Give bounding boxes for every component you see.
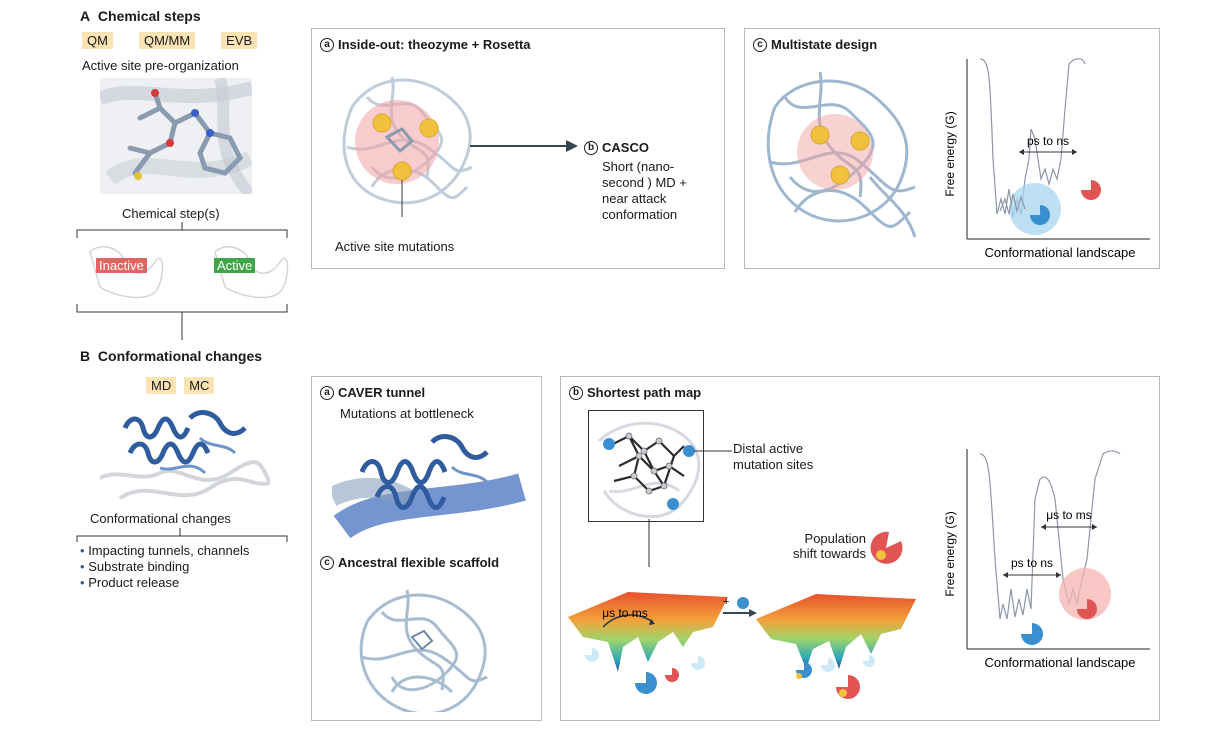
multistate-protein-image (766, 71, 917, 238)
panel-title-text: Multistate design (771, 37, 878, 52)
arrow-to-casco (470, 140, 578, 152)
bullet-item: • Substrate binding (80, 559, 190, 574)
caver-subtitle: Mutations at bottleneck (340, 406, 474, 421)
inactive-badge: Inactive (96, 258, 147, 273)
casco-line: near attack (602, 191, 667, 206)
preorganization-label: Active site pre-organization (82, 58, 239, 73)
panel-letter: c (320, 555, 334, 570)
plus-sign: + (723, 596, 729, 608)
multistate-timescale: ps to ns (1027, 134, 1069, 148)
active-badge: Active (214, 258, 256, 273)
population-line: shift towards (793, 546, 866, 561)
casco-title-text: CASCO (602, 140, 649, 155)
distal-leader-line (694, 450, 732, 452)
casco-letter: b (584, 140, 598, 155)
casco-line: conformation (602, 207, 678, 222)
panel-title-text: Inside-out: theozyme + Rosetta (338, 37, 531, 52)
method-tag-qm: QM (82, 32, 113, 49)
bullet-item: • Impacting tunnels, channels (80, 543, 250, 558)
multistate-xlabel: Conformational landscape (984, 245, 1135, 260)
conformational-protein-image (100, 410, 270, 500)
spm-network-image (597, 421, 701, 519)
landscape-after-image (756, 594, 916, 699)
active-site-structure-image (100, 78, 252, 194)
panel-inside-out: a Inside-out: theozyme + Rosetta Active … (311, 28, 725, 269)
panel-title-text: Ancestral flexible scaffold (338, 555, 500, 570)
caption-bracket (76, 528, 288, 542)
panel-title-text: Shortest path map (587, 385, 702, 400)
casco-description: Short (nano- second ) MD + near attack c… (602, 159, 687, 223)
panel-inside-out-title: a Inside-out: theozyme + Rosetta (320, 37, 531, 52)
landscape-before-image: μs to ms (568, 592, 728, 694)
bullet-list: • Impacting tunnels, channels • Substrat… (80, 543, 249, 591)
spm-xlabel: Conformational landscape (984, 655, 1135, 670)
conformational-changes-caption: Conformational changes (90, 511, 231, 526)
red-enzyme-icon (870, 531, 903, 564)
theozyme-protein-image (342, 76, 473, 217)
ancestral-scaffold-image (359, 589, 488, 712)
method-tag-md: MD (146, 377, 177, 394)
section-b-heading: Conformational changes (97, 348, 263, 364)
caver-tunnel-image (332, 434, 526, 539)
casco-line: second ) MD + (602, 175, 687, 190)
distal-label: Distal active mutation sites (733, 441, 813, 473)
section-b-title: B Conformational changes (80, 348, 262, 364)
panel-ancestral-title: c Ancestral flexible scaffold (320, 555, 499, 570)
section-b-letter: B (80, 348, 91, 364)
spm-ylabel: Free energy (G) (945, 511, 957, 596)
method-tag-mc: MC (184, 377, 215, 394)
active-site-mutations-label: Active site mutations (335, 239, 455, 254)
spm-fast-timescale: ps to ns (1011, 556, 1053, 570)
section-b-methods: MD MC (146, 377, 215, 394)
panel-title-text: CAVER tunnel (338, 385, 426, 400)
inactive-active-bracket (76, 222, 289, 340)
multistate-energy-plot: Free energy (G) Conformational landscape… (945, 58, 1150, 260)
add-mutation-arrow: + (723, 596, 757, 617)
population-label: Population shift towards (793, 531, 866, 561)
spm-slow-timescale: μs to ms (1046, 508, 1092, 522)
network-connector (648, 519, 650, 567)
landscape-timescale: μs to ms (602, 606, 648, 620)
panel-shortest-path: b Shortest path map Distal active mutati… (560, 376, 1160, 721)
method-tag-evb: EVB (221, 32, 258, 49)
spm-network-box (588, 410, 704, 522)
population-line: Population (804, 531, 866, 546)
section-a-letter: A (80, 8, 91, 24)
multistate-ylabel: Free energy (G) (945, 111, 957, 196)
distal-line: mutation sites (733, 457, 814, 472)
method-tag-qmmm: QM/MM (138, 32, 196, 49)
panel-letter: a (320, 37, 334, 52)
casco-line: Short (nano- (602, 159, 675, 174)
section-a-title: A Chemical steps (80, 8, 201, 24)
panel-caver-title: a CAVER tunnel (320, 385, 425, 400)
bullet-item: • Product release (80, 575, 180, 590)
section-a-heading: Chemical steps (97, 8, 201, 24)
panel-letter: c (753, 37, 767, 52)
panel-multistate-title: c Multistate design (753, 37, 877, 52)
section-a-methods: QM QM/MM EVB (82, 32, 258, 49)
panel-spm-title: b Shortest path map (569, 385, 701, 400)
panel-caver-ancestral: a CAVER tunnel Mutations at bottleneck c… (311, 376, 542, 721)
casco-title: b CASCO (584, 140, 649, 155)
spm-energy-plot: Free energy (G) Conformational landscape… (945, 449, 1150, 670)
distal-line: Distal active (733, 441, 804, 456)
panel-multistate: c Multistate design Free energy (G) Conf… (744, 28, 1160, 269)
panel-letter: a (320, 385, 334, 400)
chemical-step-label: Chemical step(s) (122, 206, 220, 221)
panel-letter: b (569, 385, 583, 400)
